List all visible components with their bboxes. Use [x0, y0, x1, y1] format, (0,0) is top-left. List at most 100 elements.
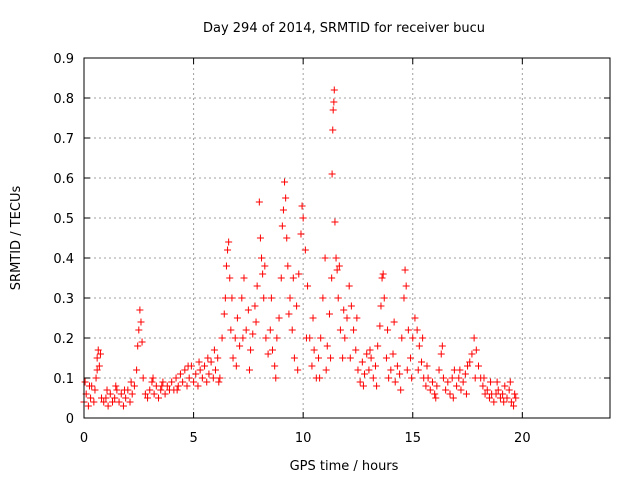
- data-point: [127, 378, 135, 386]
- data-point: [159, 378, 167, 386]
- data-point: [358, 358, 366, 366]
- data-point: [422, 382, 430, 390]
- data-point: [207, 358, 215, 366]
- data-point: [419, 334, 427, 342]
- data-point: [267, 294, 275, 302]
- data-point: [365, 366, 373, 374]
- data-point: [195, 358, 203, 366]
- y-tick-label: 0.6: [53, 172, 74, 187]
- data-point: [205, 370, 213, 378]
- data-point: [376, 322, 384, 330]
- data-point: [426, 386, 434, 394]
- data-point: [209, 374, 217, 382]
- data-point: [264, 350, 272, 358]
- data-point: [299, 214, 307, 222]
- data-point: [136, 306, 144, 314]
- data-point: [284, 262, 292, 270]
- data-point: [414, 366, 422, 374]
- data-point: [333, 266, 341, 274]
- data-point: [506, 378, 514, 386]
- data-point: [277, 274, 285, 282]
- data-point: [385, 374, 393, 382]
- data-point: [479, 382, 487, 390]
- data-point: [459, 378, 467, 386]
- data-point: [224, 246, 232, 254]
- data-point: [290, 354, 298, 362]
- data-point: [227, 326, 235, 334]
- data-point: [96, 350, 104, 358]
- data-point: [492, 390, 500, 398]
- data-point: [475, 362, 482, 370]
- data-point: [407, 354, 415, 362]
- data-point: [236, 342, 244, 350]
- data-point: [233, 314, 241, 322]
- data-point: [343, 314, 351, 322]
- data-point: [367, 354, 375, 362]
- data-point: [225, 238, 233, 246]
- data-point: [93, 366, 101, 374]
- y-axis-ticks: 0 0.1 0.2 0.3 0.4 0.5 0.6 0.7 0.8 0.9: [53, 52, 610, 427]
- data-point: [483, 386, 491, 394]
- data-points: [80, 86, 520, 410]
- data-point: [480, 374, 488, 382]
- data-point: [102, 394, 110, 402]
- data-point: [408, 374, 416, 382]
- data-point: [437, 350, 445, 358]
- data-point: [428, 378, 436, 386]
- data-point: [222, 262, 230, 270]
- data-point: [315, 354, 323, 362]
- data-point: [94, 346, 102, 354]
- data-point: [481, 390, 489, 398]
- data-point: [462, 390, 470, 398]
- data-point: [174, 382, 182, 390]
- data-point: [81, 378, 89, 386]
- data-point: [275, 314, 283, 322]
- data-point: [433, 382, 441, 390]
- data-point: [308, 362, 316, 370]
- data-point: [455, 374, 463, 382]
- data-point: [297, 230, 305, 238]
- data-point: [471, 374, 479, 382]
- data-point: [380, 294, 388, 302]
- y-tick-label: 0.5: [53, 212, 74, 227]
- data-point: [92, 374, 100, 382]
- data-point: [106, 390, 114, 398]
- data-point: [158, 382, 166, 390]
- data-point: [262, 334, 270, 342]
- data-point: [268, 346, 276, 354]
- data-point: [466, 358, 474, 366]
- data-point: [352, 346, 360, 354]
- data-point: [194, 382, 202, 390]
- data-point: [95, 362, 103, 370]
- plot-frame: [83, 57, 611, 419]
- data-point: [295, 270, 303, 278]
- data-point: [121, 386, 129, 394]
- data-point: [347, 302, 355, 310]
- data-point: [104, 402, 112, 410]
- data-point: [112, 382, 120, 390]
- data-point: [244, 306, 252, 314]
- data-point: [334, 294, 342, 302]
- data-point: [103, 386, 111, 394]
- data-point: [149, 374, 157, 382]
- data-point: [335, 262, 343, 270]
- data-point: [108, 398, 116, 406]
- data-point: [285, 310, 293, 318]
- data-point: [252, 318, 260, 326]
- data-point: [141, 390, 149, 398]
- data-point: [113, 386, 121, 394]
- data-point: [468, 350, 476, 358]
- data-point: [185, 374, 193, 382]
- data-point: [453, 382, 461, 390]
- data-point: [259, 270, 267, 278]
- data-point: [293, 302, 301, 310]
- data-point: [316, 374, 324, 382]
- data-point: [91, 386, 99, 394]
- data-point: [286, 294, 294, 302]
- data-point: [281, 178, 289, 186]
- data-point: [418, 358, 426, 366]
- data-point: [361, 370, 369, 378]
- data-point: [84, 402, 92, 410]
- data-point: [90, 398, 98, 406]
- data-point: [192, 370, 200, 378]
